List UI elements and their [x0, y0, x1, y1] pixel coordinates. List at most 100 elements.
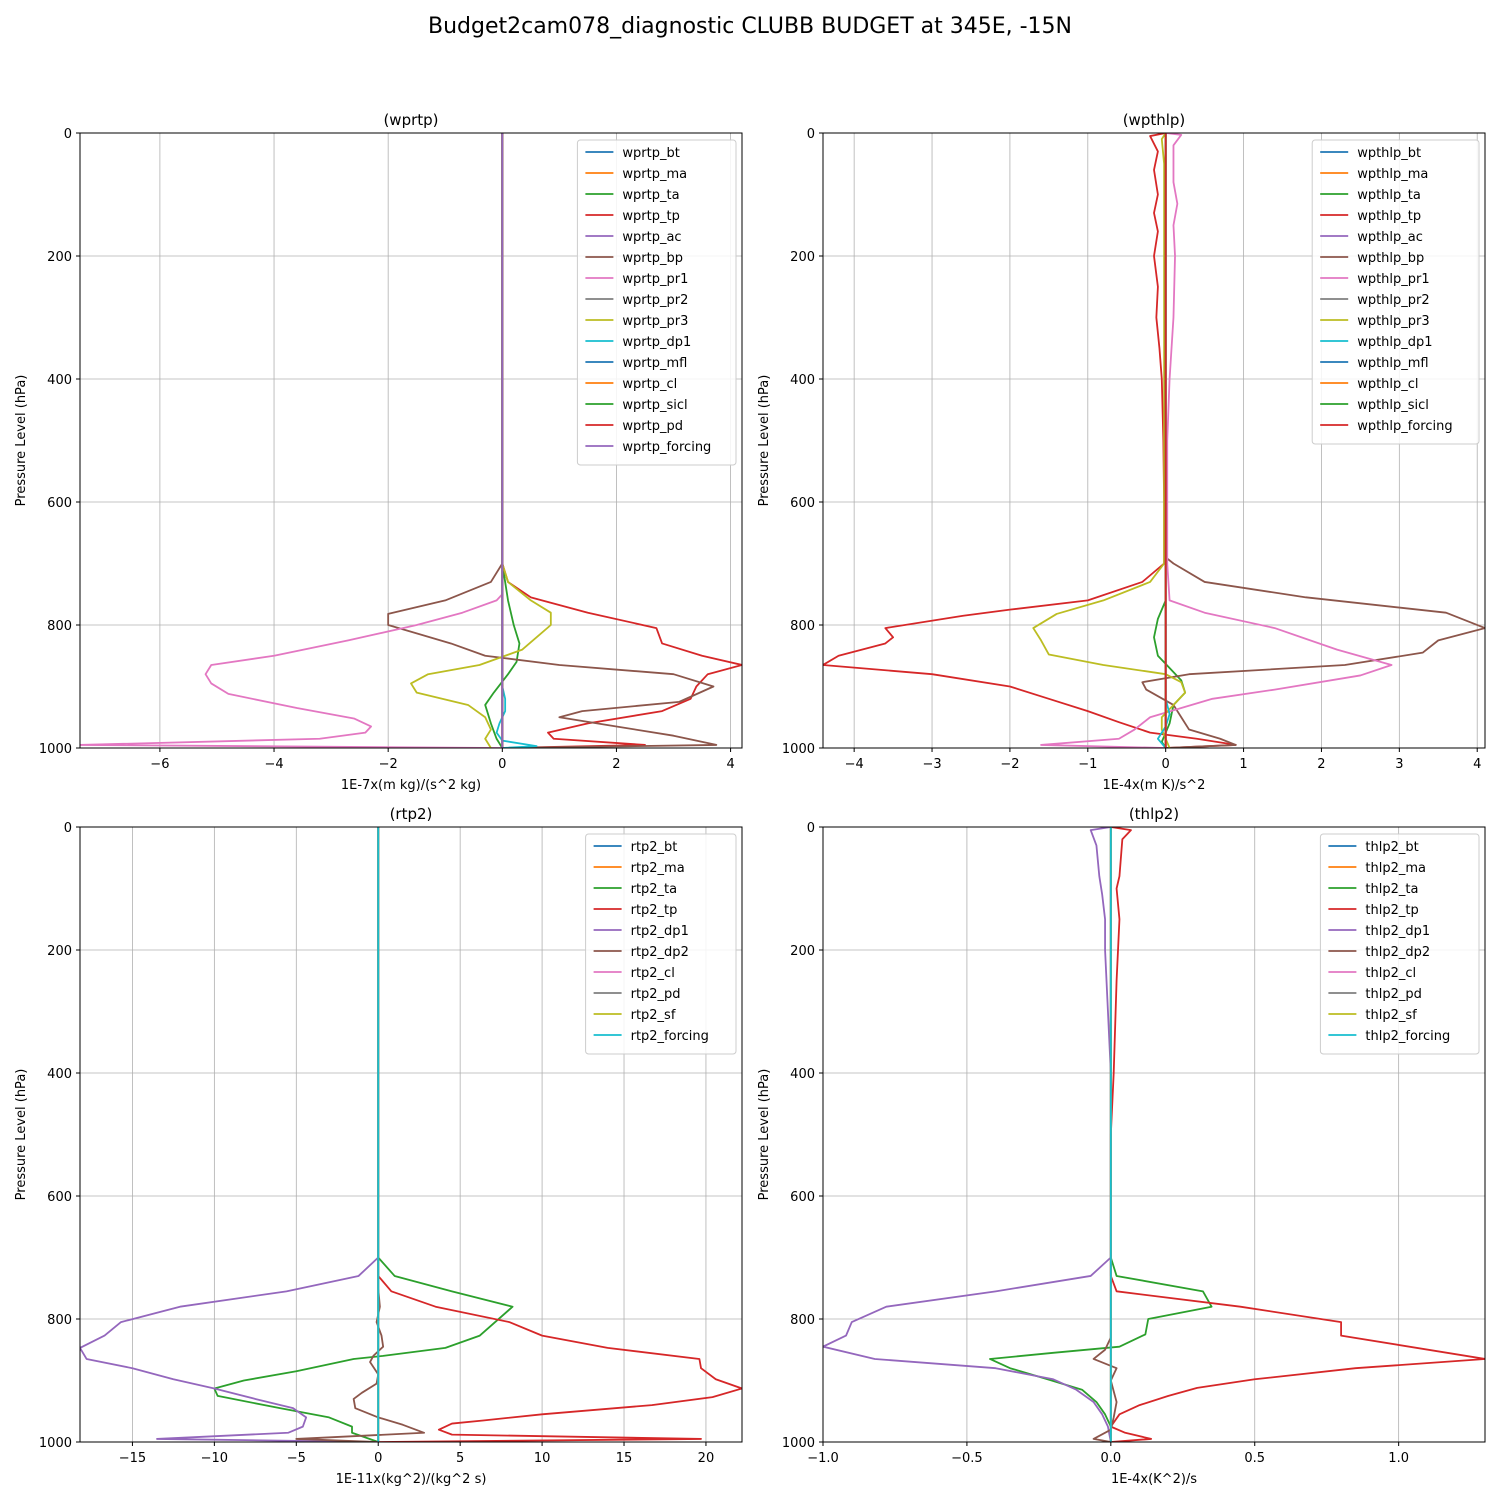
- y-tick-label: 400: [790, 373, 815, 388]
- x-tick-label: 4: [1473, 757, 1481, 772]
- series-line-wpthlp_pr3: [1032, 133, 1187, 748]
- legend-label: wpthlp_pr2: [1357, 293, 1429, 308]
- x-tick-label: 10: [534, 1451, 551, 1466]
- grid: [80, 132, 742, 749]
- series-line-wpthlp_pr1: [1040, 133, 1393, 748]
- y-tick-label: 200: [790, 944, 815, 959]
- x-tick-label: −3: [922, 757, 941, 772]
- legend-label: wpthlp_pr3: [1357, 314, 1429, 329]
- plot-frame: [79, 826, 743, 1443]
- x-tick-label: −4: [845, 757, 864, 772]
- x-tick-label: 1.0: [1388, 1451, 1409, 1466]
- y-tick-label: 600: [47, 1190, 72, 1205]
- legend-label: wpthlp_ac: [1357, 230, 1423, 245]
- x-tick-label: −0.5: [951, 1451, 983, 1466]
- x-tick-label: 2: [612, 757, 620, 772]
- series-line-wprtp_pr1: [80, 133, 504, 748]
- series-line-thlp2_dp1: [823, 827, 1112, 1442]
- legend-label: thlp2_forcing: [1365, 1029, 1450, 1044]
- series-line-wpthlp_tp: [823, 133, 1237, 748]
- legend-label: wpthlp_bt: [1357, 146, 1421, 161]
- legend-label: wpthlp_tp: [1357, 209, 1421, 224]
- x-tick-label: −5: [287, 1451, 306, 1466]
- y-axis-label: Pressure Level (hPa): [757, 1069, 772, 1201]
- series-line-wprtp_bp: [387, 133, 718, 748]
- y-tick-label: 600: [790, 496, 815, 511]
- y-axis-label: Pressure Level (hPa): [757, 375, 772, 507]
- panel-title: (rtp2): [390, 805, 433, 823]
- legend-label: wprtp_bp: [622, 251, 683, 266]
- legend-label: wpthlp_bp: [1357, 251, 1424, 266]
- series-lines: [80, 827, 742, 1442]
- y-tick-label: 800: [47, 1313, 72, 1328]
- legend: rtp2_bt rtp2_ma rtp2_ta rtp2_tp rtp2_dp1 rtp2…: [585, 833, 737, 1055]
- y-tick-label: 0: [64, 821, 72, 836]
- legend-label: thlp2_dp2: [1365, 945, 1430, 960]
- series-line-thlp2_tp: [1109, 827, 1485, 1442]
- legend-label: thlp2_pd: [1365, 987, 1421, 1002]
- y-axis-label: Pressure Level (hPa): [14, 375, 29, 507]
- legend-label: wprtp_sicl: [622, 398, 687, 413]
- legend: thlp2_bt thlp2_ma thlp2_ta thlp2_tp thlp2_dp…: [1319, 833, 1480, 1055]
- legend-label: thlp2_dp1: [1365, 924, 1430, 939]
- x-tick-label: −6: [150, 757, 169, 772]
- legend-label: wpthlp_pr1: [1357, 272, 1429, 287]
- series-lines: [823, 133, 1485, 748]
- legend-label: rtp2_forcing: [631, 1029, 709, 1044]
- legend-label: wprtp_ma: [622, 167, 687, 182]
- x-tick-label: −1: [1078, 757, 1097, 772]
- x-tick-label: −15: [119, 1451, 146, 1466]
- legend-box: [1319, 833, 1480, 1055]
- legend-label: wprtp_dp1: [622, 335, 691, 350]
- x-axis-label: 1E-7x(m kg)/(s^2 kg): [341, 778, 481, 793]
- y-tick-label: 200: [47, 944, 72, 959]
- legend-label: thlp2_bt: [1365, 840, 1418, 855]
- legend-label: wpthlp_ta: [1357, 188, 1421, 203]
- legend-label: thlp2_tp: [1365, 903, 1418, 918]
- series-line-rtp2_ta: [213, 827, 514, 1442]
- legend-label: rtp2_sf: [631, 1008, 676, 1023]
- legend-label: wprtp_mfl: [622, 356, 687, 371]
- legend-label: thlp2_ta: [1365, 882, 1418, 897]
- legend-label: wprtp_tp: [622, 209, 679, 224]
- y-tick-label: 400: [47, 1067, 72, 1082]
- legend-label: wpthlp_dp1: [1357, 335, 1432, 350]
- panel-title: (thlp2): [1129, 805, 1179, 823]
- x-axis-label: 1E-11x(kg^2)/(kg^2 s): [336, 1472, 487, 1487]
- x-tick-label: 2: [1317, 757, 1325, 772]
- x-tick-label: 3: [1395, 757, 1403, 772]
- panel-3: −15 −10 −5 0 5 10 15 2002004006008001000(rtp2)1…: [14, 805, 743, 1487]
- x-tick-label: 1: [1239, 757, 1247, 772]
- legend-label: rtp2_cl: [631, 966, 675, 981]
- legend-label: rtp2_pd: [631, 987, 681, 1002]
- legend-label: wpthlp_sicl: [1357, 398, 1429, 413]
- x-tick-label: −10: [201, 1451, 228, 1466]
- y-axis-label: Pressure Level (hPa): [14, 1069, 29, 1201]
- legend-box: [585, 833, 737, 1055]
- x-tick-label: 0: [498, 757, 506, 772]
- legend-label: wprtp_pr3: [622, 314, 688, 329]
- y-tick-label: 0: [807, 821, 815, 836]
- legend-label: thlp2_cl: [1365, 966, 1416, 981]
- legend-label: wprtp_pr1: [622, 272, 688, 287]
- y-tick-label: 200: [47, 250, 72, 265]
- series-line-wprtp_dp1: [495, 133, 538, 748]
- panel-4: −1.0 −0.5 0.0 0.5 1.0 0 200 400 600 800 1000 (thlp2…: [757, 805, 1486, 1487]
- panel-1: −6 −4 −2 0 2 4 0 200 400 600 800 1000 (wprtp) 1E-7x(m…: [14, 111, 743, 793]
- legend-label: thlp2_ma: [1365, 861, 1426, 876]
- series-line-rtp2_tp: [377, 827, 742, 1442]
- y-tick-label: 800: [47, 619, 72, 634]
- series-line-wprtp_pr3: [410, 133, 552, 748]
- legend-label: wprtp_cl: [622, 377, 677, 392]
- y-tick-label: 600: [47, 496, 72, 511]
- legend-label: rtp2_ta: [631, 882, 678, 897]
- legend-label: wpthlp_cl: [1357, 377, 1418, 392]
- x-tick-label: 5: [456, 1451, 464, 1466]
- legend-label: rtp2_bt: [631, 840, 678, 855]
- y-tick-label: 0: [64, 127, 72, 142]
- y-tick-label: 1000: [782, 1436, 815, 1451]
- y-tick-label: 600: [790, 1190, 815, 1205]
- y-tick-label: 1000: [782, 742, 815, 757]
- series-line-rtp2_dp2: [295, 827, 426, 1442]
